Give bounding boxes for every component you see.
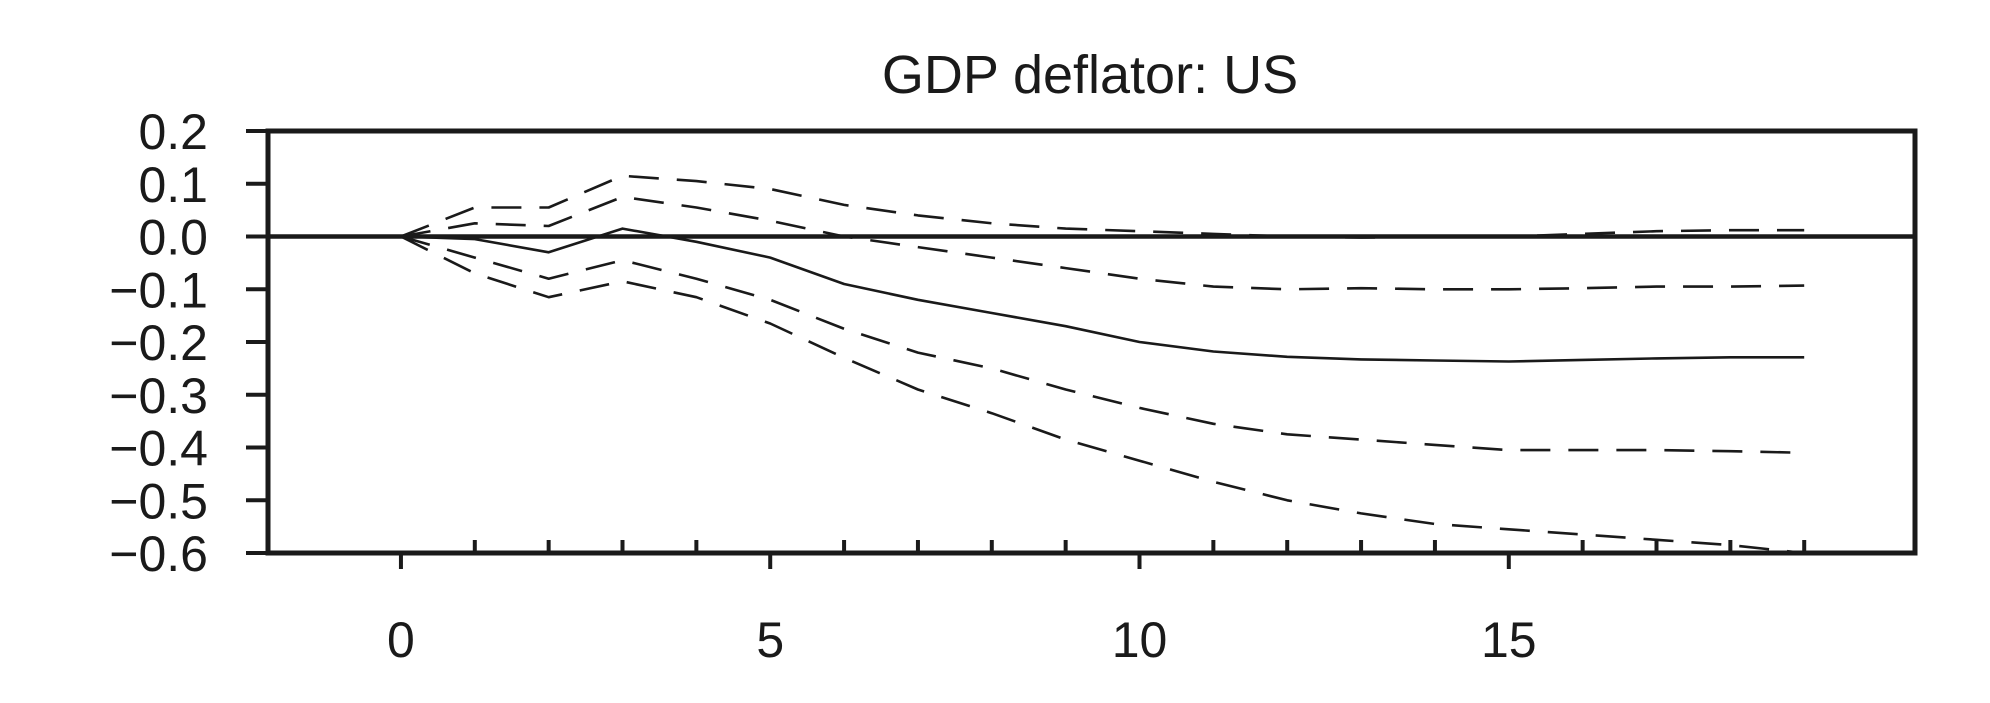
band-line-4 bbox=[400, 235, 1805, 555]
y-tick-label: 0.2 bbox=[138, 104, 208, 160]
x-tick-label: 15 bbox=[1481, 612, 1537, 668]
y-tick-label: −0.2 bbox=[109, 315, 208, 371]
y-tick-label: −0.1 bbox=[109, 262, 208, 318]
plot-area bbox=[400, 174, 1805, 555]
y-tick-label: −0.6 bbox=[109, 526, 208, 582]
y-tick-label: −0.3 bbox=[109, 368, 208, 424]
x-tick-label: 10 bbox=[1112, 612, 1168, 668]
band-line-3 bbox=[400, 174, 1805, 239]
band-line-1 bbox=[400, 195, 1805, 291]
y-tick-label: 0.1 bbox=[138, 157, 208, 213]
irf-line-0 bbox=[400, 227, 1805, 363]
chart-title: GDP deflator: US bbox=[882, 45, 1298, 105]
x-tick-label: 5 bbox=[756, 612, 784, 668]
tick-labels: 0.20.10.0−0.1−0.2−0.3−0.4−0.5−0.6 0 5 10 15 bbox=[109, 104, 1536, 668]
band-line-2 bbox=[400, 235, 1805, 455]
y-tick-label: −0.4 bbox=[109, 421, 208, 477]
y-tick-label: 0.0 bbox=[138, 210, 208, 266]
axes bbox=[246, 128, 1918, 569]
y-tick-label: −0.5 bbox=[109, 473, 208, 529]
plot-frame bbox=[265, 128, 1918, 556]
x-tick-label: 0 bbox=[387, 612, 415, 668]
